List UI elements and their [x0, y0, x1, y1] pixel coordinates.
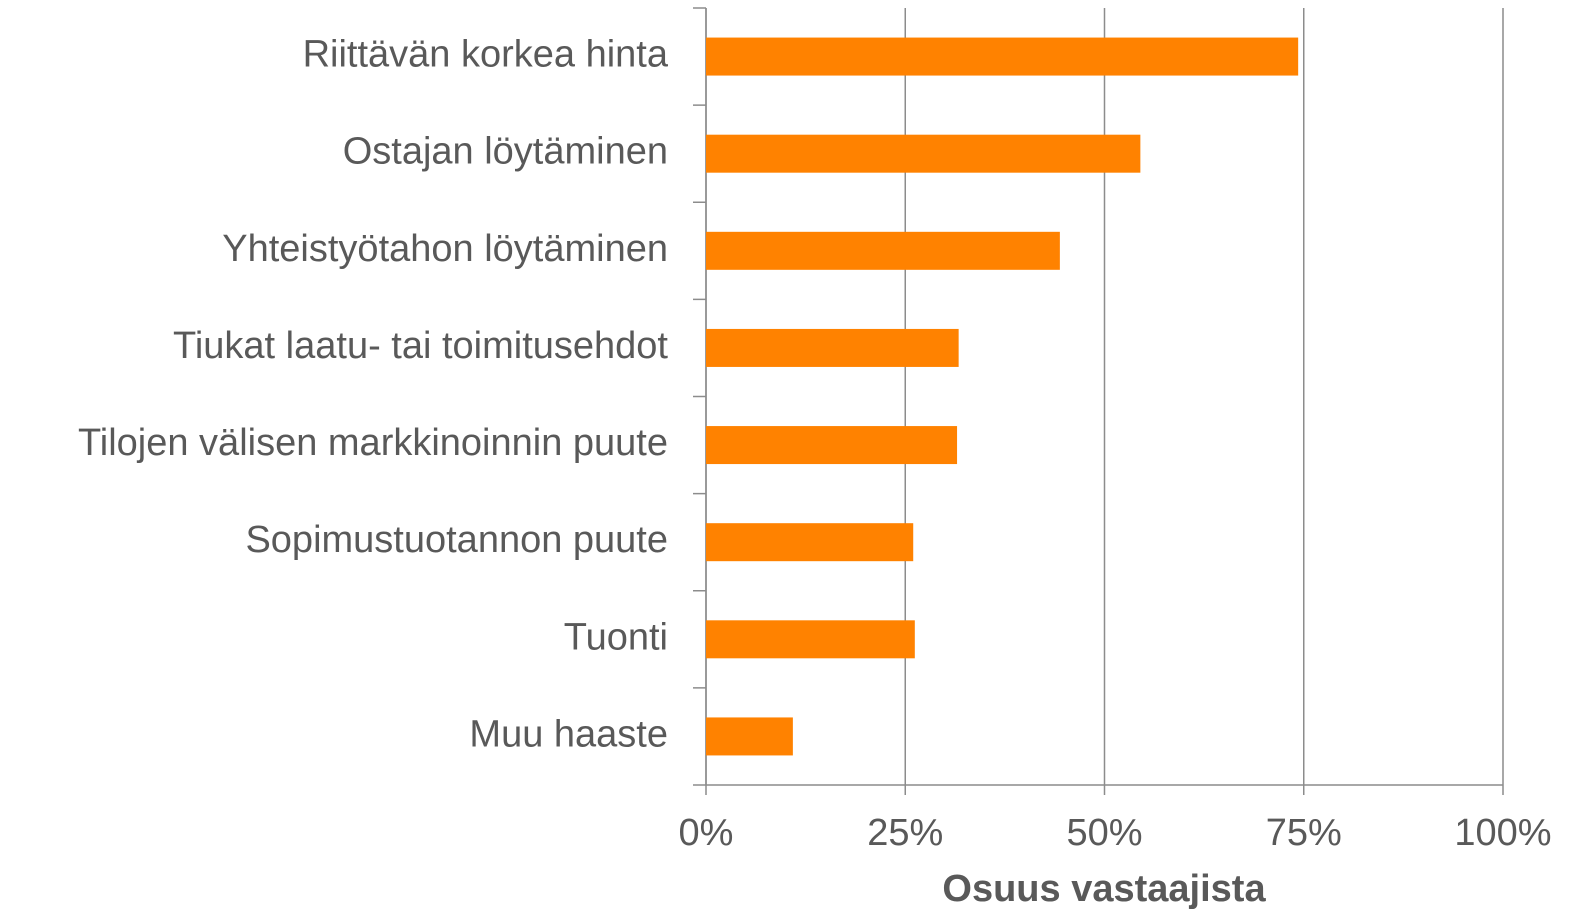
y-tick-label: Tiukat laatu- tai toimitusehdot: [173, 325, 668, 367]
y-tick-label: Yhteistyötahon löytäminen: [222, 228, 668, 270]
y-tick-label: Tuonti: [564, 616, 668, 658]
bar: [706, 134, 1141, 173]
y-tick-label: Ostajan löytäminen: [343, 131, 668, 173]
bar: [706, 523, 914, 562]
x-tick-label: 50%: [1066, 812, 1142, 854]
y-tick-label: Riittävän korkea hinta: [303, 34, 669, 76]
bar: [706, 328, 959, 367]
y-tick-label: Muu haaste: [469, 713, 668, 755]
bar: [706, 37, 1299, 76]
x-tick-label: 75%: [1266, 812, 1342, 854]
bar: [706, 426, 958, 465]
y-tick-label: Sopimustuotannon puute: [245, 519, 668, 561]
x-tick-label: 0%: [679, 812, 734, 854]
y-tick-label: Tilojen välisen markkinoinnin puute: [78, 422, 668, 464]
bar: [706, 231, 1060, 270]
x-axis-title: Osuus vastaajista: [942, 868, 1266, 910]
bar: [706, 717, 793, 756]
x-tick-label: 25%: [867, 812, 943, 854]
x-tick-label: 100%: [1454, 812, 1551, 854]
bar: [706, 620, 915, 659]
